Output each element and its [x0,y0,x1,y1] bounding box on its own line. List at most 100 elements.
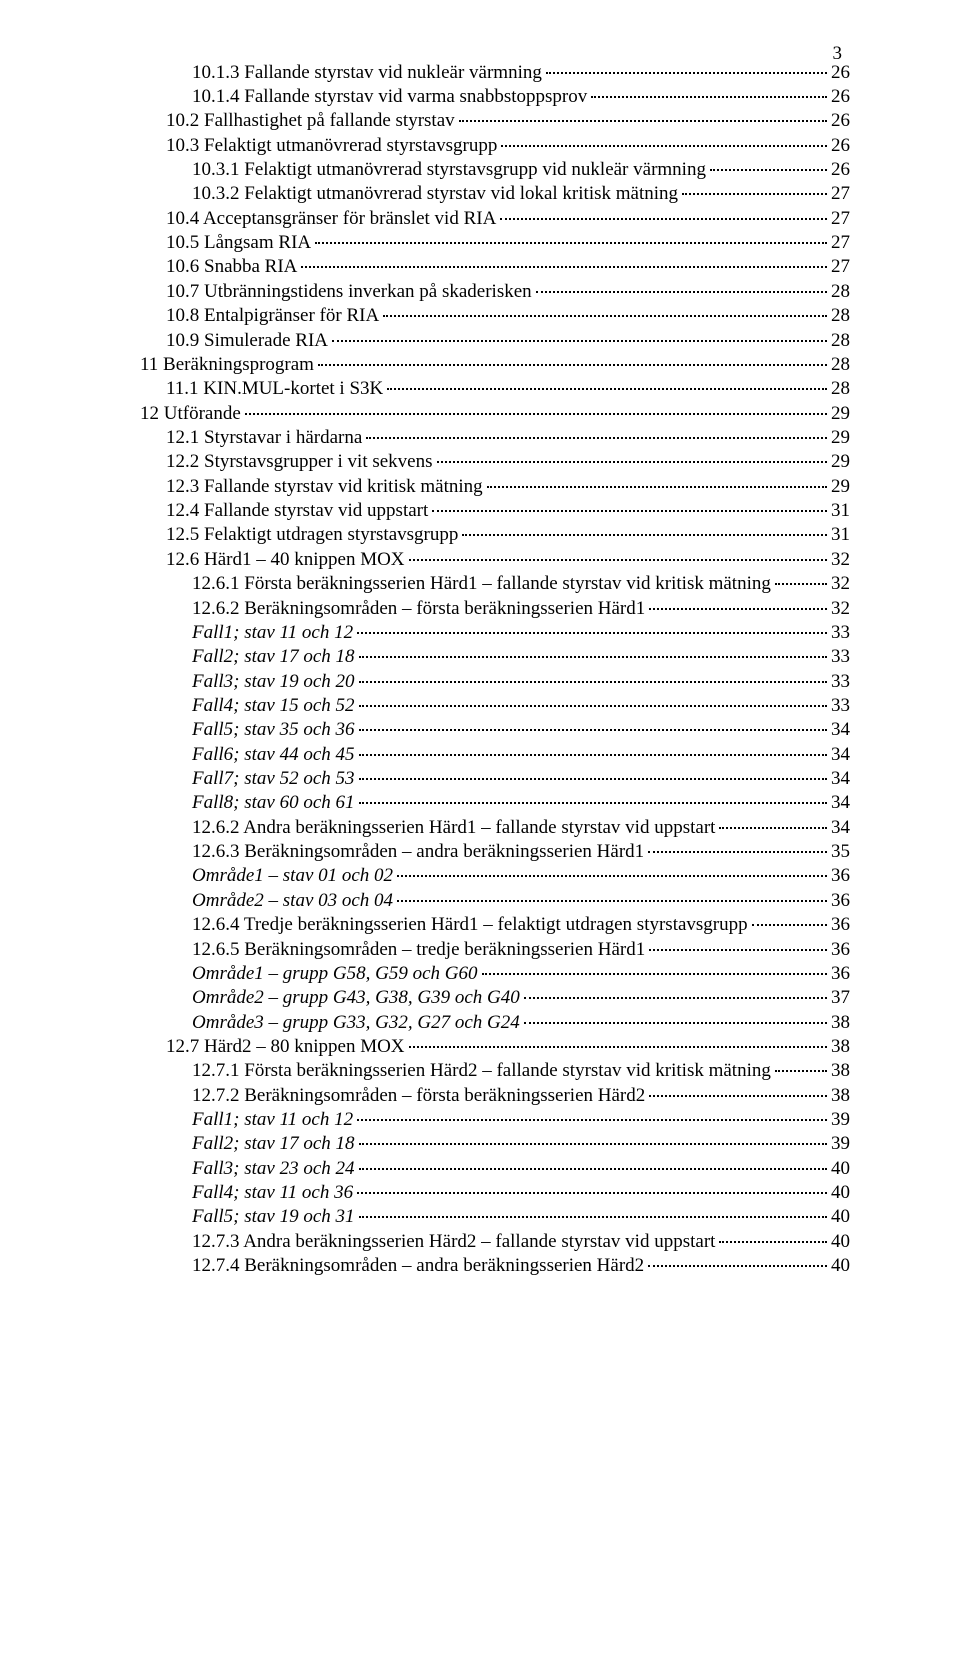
toc-entry-page: 37 [829,986,850,1009]
toc-entry-label: 10.8 Entalpigränser för RIA [166,304,381,327]
toc-entry-label: Fall7; stav 52 och 53 [192,767,357,790]
toc-entry: 12.1 Styrstavar i härdarna29 [140,425,850,449]
toc-entry: 12.6.4 Tredje beräkningsserien Härd1 – f… [140,913,850,937]
toc-entry-page: 40 [829,1157,850,1180]
toc-dot-leader [710,169,827,171]
toc-entry-page: 39 [829,1132,850,1155]
toc-entry: 12.3 Fallande styrstav vid kritisk mätni… [140,474,850,498]
toc-dot-leader [719,1241,827,1243]
toc-entry-label: 12.3 Fallande styrstav vid kritisk mätni… [166,475,485,498]
toc-entry-label: Område1 – stav 01 och 02 [192,864,395,887]
toc-entry: 10.7 Utbränningstidens inverkan på skade… [140,279,850,303]
toc-entry: 12.6.1 Första beräkningsserien Härd1 – f… [140,572,850,596]
toc-entry-page: 40 [829,1254,850,1277]
toc-dot-leader [501,145,827,147]
toc-entry-page: 29 [829,450,850,473]
toc-entry-label: 10.3.2 Felaktigt utmanövrerad styrstav v… [192,182,680,205]
toc-entry: Område1 – stav 01 och 02 36 [140,864,850,888]
toc-entry-label: Område2 – grupp G43, G38, G39 och G40 [192,986,522,1009]
toc-entry: Område2 – stav 03 och 0436 [140,888,850,912]
toc-entry-page: 40 [829,1230,850,1253]
toc-entry: 12.6.2 Beräkningsområden – första beräkn… [140,596,850,620]
toc-entry: Fall5; stav 35 och 3634 [140,718,850,742]
toc-entry-page: 36 [829,864,850,887]
toc-dot-leader [524,1022,827,1024]
toc-entry-page: 28 [829,329,850,352]
toc-dot-leader [775,583,827,585]
toc-entry: 12.6.3 Beräkningsområden – andra beräkni… [140,840,850,864]
toc-entry: 10.2 Fallhastighet på fallande styrstav 2… [140,109,850,133]
toc-dot-leader [397,900,827,902]
toc-dot-leader [357,1119,827,1121]
toc-dot-leader [359,754,827,756]
toc-entry: 12.7 Härd2 – 80 knippen MOX38 [140,1034,850,1058]
toc-entry-label: 12.4 Fallande styrstav vid uppstart [166,499,430,522]
toc-entry-page: 38 [829,1011,850,1034]
toc-entry: Område1 – grupp G58, G59 och G6036 [140,961,850,985]
toc-entry-label: Fall8; stav 60 och 61 [192,791,357,814]
toc-entry: 10.6 Snabba RIA27 [140,255,850,279]
toc-dot-leader [500,218,827,220]
toc-entry: 11.1 KIN.MUL-kortet i S3K28 [140,377,850,401]
toc-entry-page: 34 [829,791,850,814]
toc-entry-label: 10.7 Utbränningstidens inverkan på skade… [166,280,534,303]
toc-dot-leader [459,120,827,122]
toc-entry-label: 10.3 Felaktigt utmanövrerad styrstavsgru… [166,134,499,157]
toc-entry-page: 29 [829,475,850,498]
toc-entry: Fall6; stav 44 och 4534 [140,742,850,766]
toc-entry-page: 36 [829,938,850,961]
toc-entry: Fall4; stav 15 och 5233 [140,693,850,717]
toc-entry: 12.6.2 Andra beräkningsserien Härd1 – fa… [140,815,850,839]
toc-entry-page: 27 [829,231,850,254]
toc-entry-page: 39 [829,1108,850,1131]
toc-entry-page: 27 [829,255,850,278]
toc-list: 10.1.3 Fallande styrstav vid nukleär vär… [140,60,850,1278]
toc-dot-leader [752,924,827,926]
toc-entry-label: 10.3.1 Felaktigt utmanövrerad styrstavsg… [192,158,708,181]
toc-entry: 12.2 Styrstavsgrupper i vit sekvens29 [140,450,850,474]
toc-entry: 12.7.3 Andra beräkningsserien Härd2 – fa… [140,1229,850,1253]
toc-entry-label: 10.1.3 Fallande styrstav vid nukleär vär… [192,61,544,84]
toc-entry-page: 36 [829,913,850,936]
toc-entry: 12.6.5 Beräkningsområden – tredje beräkn… [140,937,850,961]
toc-dot-leader [359,681,827,683]
toc-dot-leader [359,705,827,707]
toc-entry-label: 12.1 Styrstavar i härdarna [166,426,364,449]
toc-entry-page: 26 [829,109,850,132]
toc-dot-leader [359,729,827,731]
toc-dot-leader [409,1046,827,1048]
toc-entry-label: 11.1 KIN.MUL-kortet i S3K [166,377,385,400]
toc-entry-page: 28 [829,353,850,376]
toc-entry-label: 12.6.2 Beräkningsområden – första beräkn… [192,597,647,620]
toc-entry-label: 12.7 Härd2 – 80 knippen MOX [166,1035,407,1058]
toc-entry-page: 33 [829,694,850,717]
toc-entry-label: Fall5; stav 35 och 36 [192,718,357,741]
toc-entry-label: Fall3; stav 19 och 20 [192,670,357,693]
toc-entry-label: 12.6 Härd1 – 40 knippen MOX [166,548,407,571]
toc-dot-leader [359,1168,827,1170]
toc-entry-label: 12.6.3 Beräkningsområden – andra beräkni… [192,840,646,863]
toc-entry-label: 11 Beräkningsprogram [140,353,316,376]
toc-entry: 10.1.4 Fallande styrstav vid varma snabb… [140,84,850,108]
toc-dot-leader [648,851,827,853]
toc-entry: 12.7.4 Beräkningsområden – andra beräkni… [140,1254,850,1278]
toc-entry-label: 10.2 Fallhastighet på fallande styrstav [166,109,457,132]
toc-entry-page: 31 [829,499,850,522]
toc-entry-page: 32 [829,548,850,571]
toc-entry: Fall2; stav 17 och 1833 [140,645,850,669]
toc-dot-leader [524,997,827,999]
toc-entry: 11 Beräkningsprogram 28 [140,352,850,376]
toc-entry: Fall3; stav 19 och 2033 [140,669,850,693]
toc-dot-leader [357,632,827,634]
toc-entry-page: 29 [829,402,850,425]
toc-entry-label: Fall1; stav 11 och 12 [192,621,355,644]
toc-entry-page: 34 [829,767,850,790]
toc-entry: 12.6 Härd1 – 40 knippen MOX 32 [140,547,850,571]
toc-entry-page: 34 [829,816,850,839]
toc-dot-leader [536,291,827,293]
toc-dot-leader [359,778,827,780]
toc-dot-leader [649,1095,827,1097]
toc-entry: 10.3 Felaktigt utmanövrerad styrstavsgru… [140,133,850,157]
toc-entry: Område3 – grupp G33, G32, G27 och G2438 [140,1010,850,1034]
toc-entry-page: 27 [829,207,850,230]
